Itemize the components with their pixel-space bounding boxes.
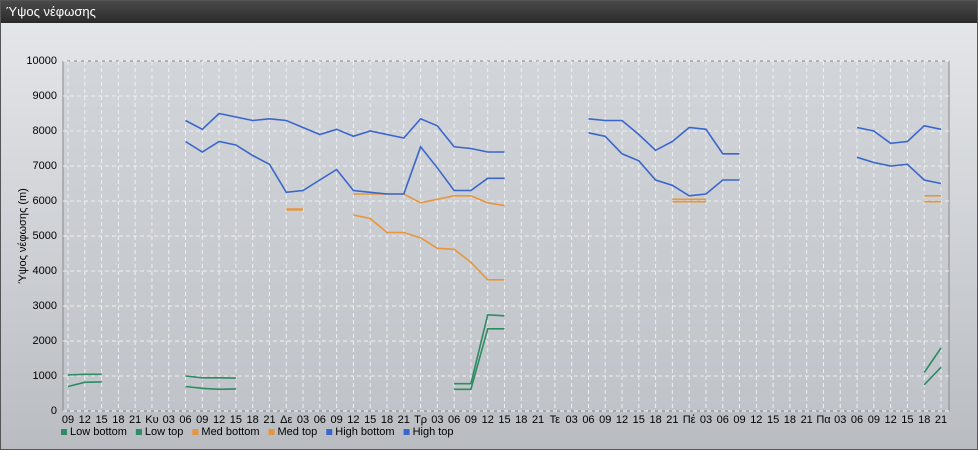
- x-tick-label: 03: [700, 414, 712, 426]
- legend-swatch: [135, 429, 142, 435]
- x-tick-label: 18: [112, 414, 124, 426]
- x-tick-label: 09: [599, 414, 611, 426]
- legend-swatch: [268, 429, 275, 435]
- x-tick-label: 06: [179, 414, 191, 426]
- y-axis-label: Ύψος νέφωσης (m): [17, 188, 29, 284]
- x-tick-label: 15: [95, 414, 107, 426]
- x-tick-label: 21: [263, 414, 275, 426]
- x-tick-label: 06: [448, 414, 460, 426]
- y-tick-label: 2000: [33, 335, 57, 347]
- x-tick-label: 03: [297, 414, 309, 426]
- x-tick-label: 18: [247, 414, 259, 426]
- y-tick-label: 5000: [33, 230, 57, 242]
- x-tick-label: 09: [62, 414, 74, 426]
- x-tick-label: 15: [767, 414, 779, 426]
- x-tick-label: Πέ: [683, 414, 696, 426]
- y-tick-label: 9000: [33, 90, 57, 102]
- legend-swatch: [326, 429, 333, 435]
- x-tick-label: Κυ: [145, 414, 158, 426]
- x-tick-label: 03: [566, 414, 578, 426]
- x-tick-label: 18: [918, 414, 930, 426]
- x-tick-label: 09: [868, 414, 880, 426]
- chart: Ύψος νέφωσης (m) 0 1000 2000 3000 4000 5000 60…: [17, 55, 950, 438]
- x-tick-label: Τε: [550, 414, 561, 426]
- x-tick-label: 15: [230, 414, 242, 426]
- x-tick-label: 06: [851, 414, 863, 426]
- x-tick-label: 12: [885, 414, 897, 426]
- x-tick-label: 12: [616, 414, 628, 426]
- series-line: [67, 313, 942, 385]
- x-tick-label: 12: [482, 414, 494, 426]
- y-tick-label: 4000: [33, 265, 57, 277]
- x-tick-label: 18: [649, 414, 661, 426]
- legend-label: Low top: [145, 426, 184, 438]
- x-tick-label: Δε: [280, 414, 292, 426]
- x-tick-label: 21: [801, 414, 813, 426]
- legend-label: High bottom: [335, 426, 394, 438]
- y-tick-label: 8000: [33, 125, 57, 137]
- x-tick-label: 12: [213, 414, 225, 426]
- x-tick-label: 06: [582, 414, 594, 426]
- series-line: [185, 112, 942, 155]
- y-tick-label: 10000: [26, 55, 57, 67]
- x-tick-label: 15: [498, 414, 510, 426]
- x-tick-label: 18: [381, 414, 393, 426]
- x-tick-label: 21: [935, 414, 947, 426]
- legend-swatch: [192, 429, 199, 435]
- x-tick-label: 15: [633, 414, 645, 426]
- x-tick-label: 09: [196, 414, 208, 426]
- x-tick-label: 03: [834, 414, 846, 426]
- series-line: [67, 328, 942, 391]
- x-tick-label: 21: [129, 414, 141, 426]
- x-tick-label: 18: [515, 414, 527, 426]
- series-line: [286, 193, 941, 210]
- x-tick-label: 12: [79, 414, 91, 426]
- y-tick-label: 0: [51, 405, 57, 417]
- legend-label: Low bottom: [70, 426, 127, 438]
- series-line: [185, 132, 942, 197]
- x-tick-label: 03: [163, 414, 175, 426]
- title-bar: Ύψος νέφωσης: [1, 1, 977, 23]
- legend-label: High top: [413, 426, 454, 438]
- x-tick-label: 18: [784, 414, 796, 426]
- y-tick-label: 6000: [33, 195, 57, 207]
- legend-swatch: [403, 429, 410, 435]
- x-tick-label: 21: [532, 414, 544, 426]
- x-tick-label: 21: [398, 414, 410, 426]
- legend-label: Med top: [278, 426, 318, 438]
- x-tick-label: 15: [364, 414, 376, 426]
- y-tick-label: 1000: [33, 370, 57, 382]
- x-tick-label: 06: [717, 414, 729, 426]
- x-tick-label: 12: [347, 414, 359, 426]
- x-tick-label: 09: [330, 414, 342, 426]
- y-tick-label: 7000: [33, 160, 57, 172]
- x-tick-label: 15: [901, 414, 913, 426]
- x-tick-label: 12: [750, 414, 762, 426]
- x-tick-label: 03: [431, 414, 443, 426]
- x-tick-label: 06: [314, 414, 326, 426]
- y-tick-label: 3000: [33, 300, 57, 312]
- x-tick-label: Πα: [816, 414, 831, 426]
- x-tick-label: 09: [733, 414, 745, 426]
- legend-swatch: [61, 429, 67, 435]
- x-tick-label: 21: [666, 414, 678, 426]
- x-tick-label: Τρ: [414, 414, 427, 426]
- x-tick-label: 09: [465, 414, 477, 426]
- legend-label: Med bottom: [201, 426, 259, 438]
